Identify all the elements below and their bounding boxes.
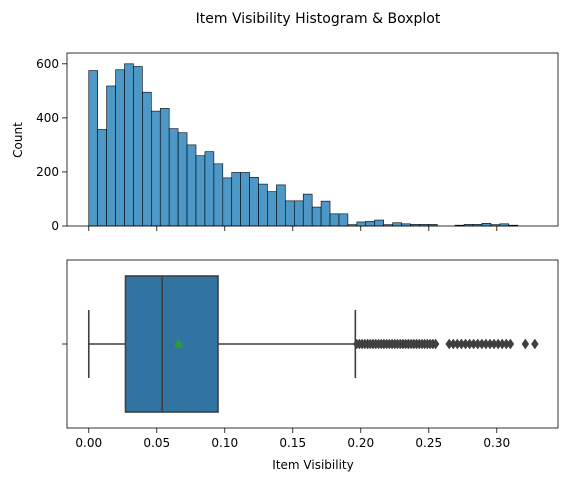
chart-title: Item Visibility Histogram & Boxplot [196, 11, 441, 27]
boxplot-x-tick-label: 0.15 [279, 436, 306, 450]
histogram-bar [133, 66, 143, 227]
histogram-bar [88, 70, 98, 227]
boxplot-x-tick-label: 0.20 [347, 436, 374, 450]
boxplot-x-tick-label: 0.25 [415, 436, 442, 450]
histogram-bar [222, 177, 233, 227]
histogram-bar [293, 200, 304, 227]
boxplot-marks [87, 275, 539, 413]
histogram-bar [249, 177, 259, 227]
histogram-bar [285, 200, 295, 227]
boxplot-panel: 0.00 0.05 0.10 0.15 0.20 0.25 0.30 Item Visibi… [62, 259, 559, 472]
boxplot-x-label: Item Visibility [272, 458, 353, 472]
histogram-panel: 0 200 400 600 Count [11, 52, 559, 233]
histogram-y-tick-label: 0 [51, 219, 59, 233]
histogram-bar [258, 183, 268, 227]
histogram-bar [240, 172, 250, 227]
boxplot-x-tick-label: 0.10 [211, 436, 238, 450]
histogram-bar [204, 151, 215, 227]
boxplot-x-tick-label: 0.00 [75, 436, 102, 450]
histogram-bar [115, 69, 125, 227]
histogram-bar [481, 222, 492, 227]
histogram-bar [329, 213, 340, 227]
histogram-bar [276, 184, 286, 227]
histogram-bar [97, 129, 107, 227]
histogram-bar [356, 221, 367, 227]
histogram-bar [311, 206, 322, 227]
histogram-bar [338, 213, 349, 227]
histogram-bar [159, 108, 170, 227]
boxplot-mean-marker [174, 339, 184, 348]
histogram-bar [177, 132, 188, 227]
histogram-bar [320, 200, 331, 227]
histogram-bar [168, 128, 179, 227]
histogram-y-ticks: 0 200 400 600 [36, 57, 67, 233]
boxplot-outlier [531, 338, 539, 350]
histogram-bar [151, 110, 161, 227]
histogram-bar [124, 63, 134, 227]
histogram-bar [392, 222, 402, 227]
histogram-bar [302, 193, 313, 227]
histogram-bar [213, 163, 224, 227]
boxplot-x-tick-label: 0.30 [483, 436, 510, 450]
histogram-y-tick-label: 600 [36, 57, 59, 71]
boxplot-x-ticks: 0.00 0.05 0.10 0.15 0.20 0.25 0.30 [75, 428, 510, 450]
boxplot-outlier [506, 338, 515, 350]
histogram-bar [231, 172, 241, 227]
histogram-y-tick-label: 400 [36, 111, 59, 125]
histogram-bar [186, 144, 197, 227]
histogram-y-label: Count [11, 122, 25, 158]
histogram-bar [365, 221, 376, 227]
histogram-y-tick-label: 200 [36, 165, 59, 179]
histogram-bars [88, 63, 518, 227]
histogram-x-ticks [88, 226, 498, 231]
boxplot-box [124, 275, 219, 413]
boxplot-x-tick-label: 0.05 [143, 436, 170, 450]
histogram-frame [66, 52, 559, 227]
boxplot-outlier [521, 338, 530, 350]
histogram-bar [195, 155, 206, 227]
histogram-bar [106, 85, 116, 227]
histogram-bar [374, 219, 384, 227]
histogram-bar [267, 191, 277, 227]
histogram-bar [142, 91, 152, 227]
boxplot-outlier [431, 338, 440, 350]
